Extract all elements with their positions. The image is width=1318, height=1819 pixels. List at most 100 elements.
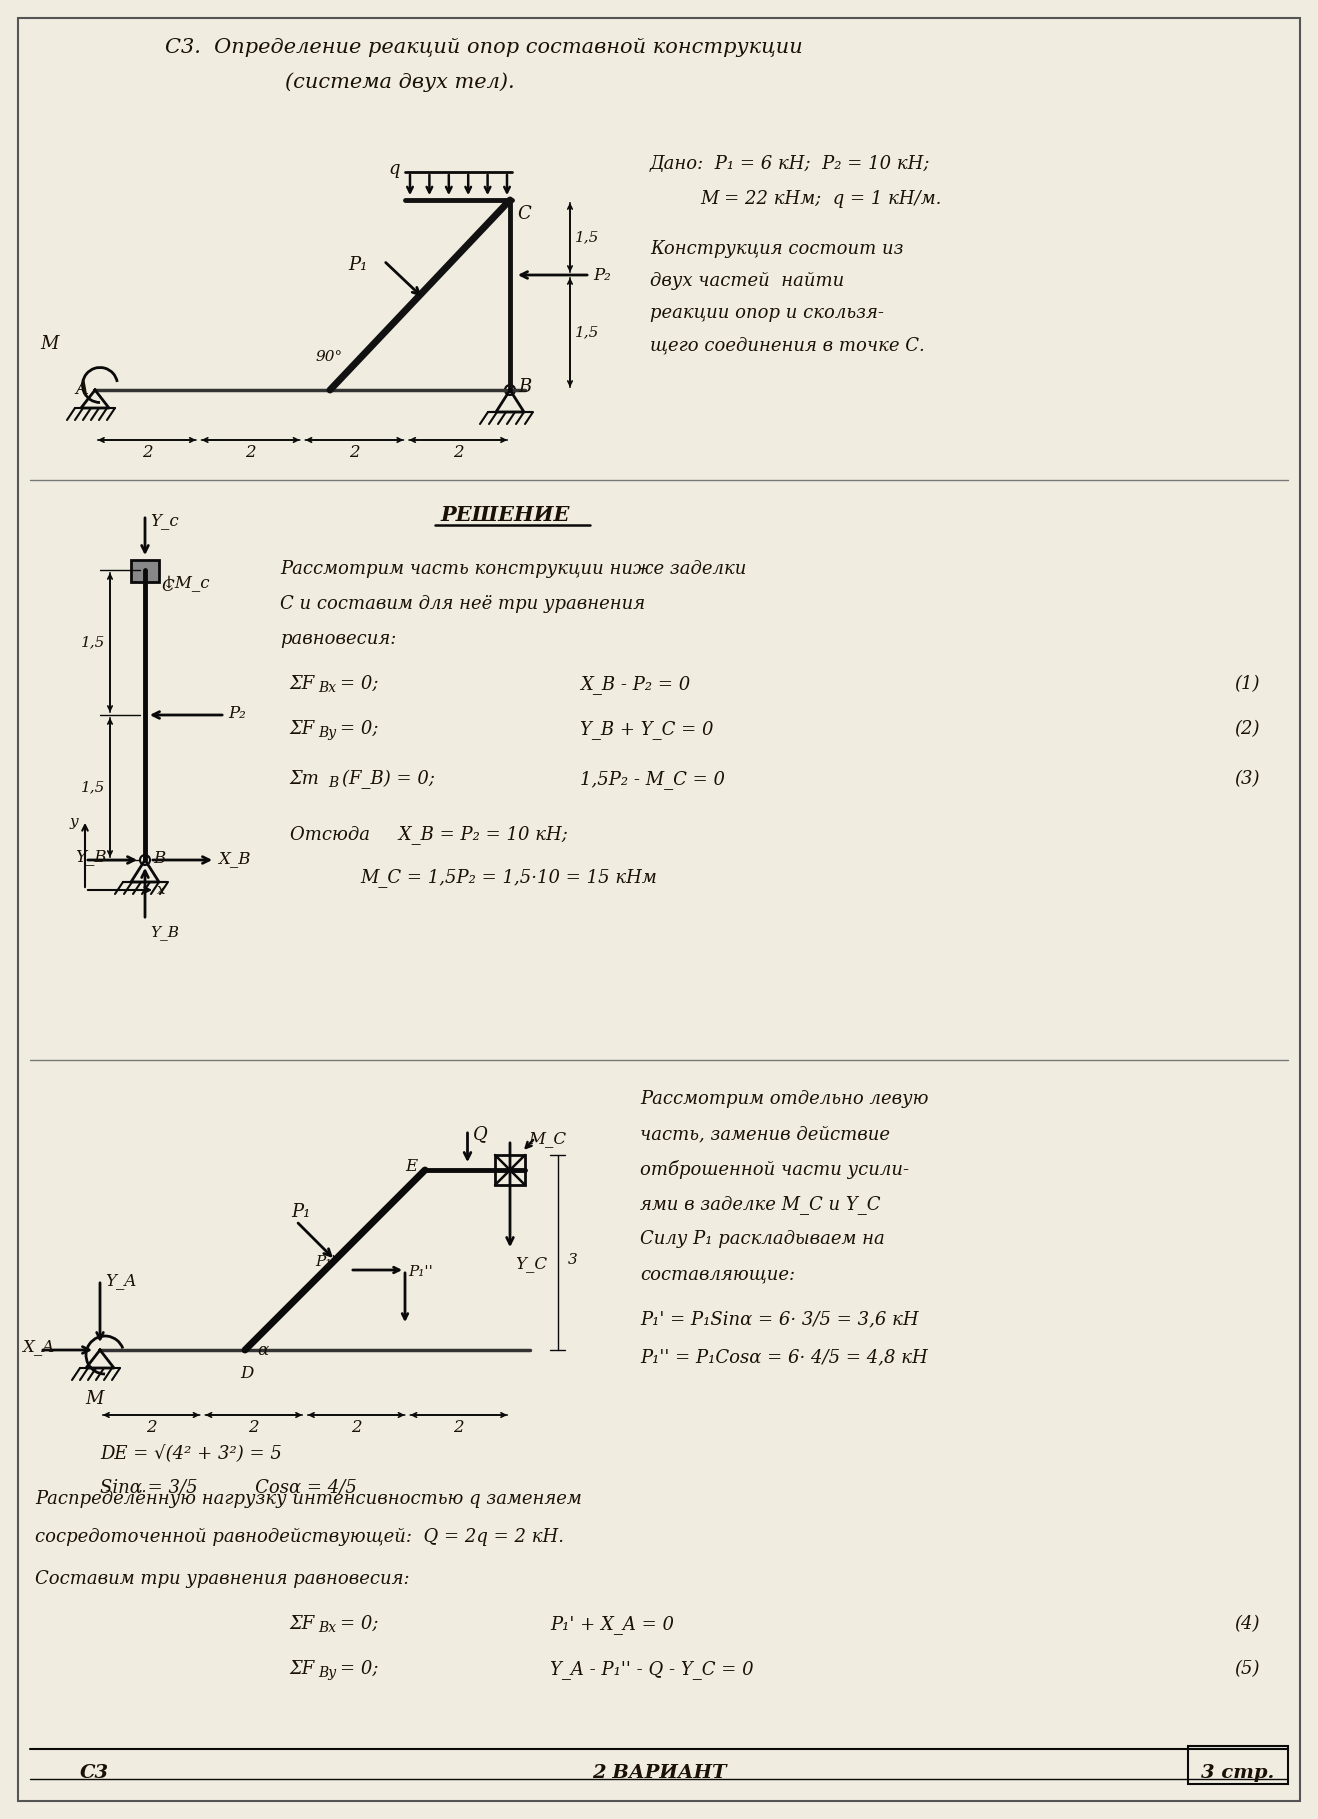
Text: Y_A - P₁'' - Q - Y_C = 0: Y_A - P₁'' - Q - Y_C = 0 xyxy=(550,1661,754,1679)
Text: 1,5: 1,5 xyxy=(575,326,600,340)
Text: P₁': P₁' xyxy=(315,1255,336,1270)
Text: двух частей  найти: двух частей найти xyxy=(650,273,845,289)
Text: (F_B) = 0;: (F_B) = 0; xyxy=(341,769,435,789)
Text: Y_A: Y_A xyxy=(105,1271,136,1290)
Text: C: C xyxy=(517,206,531,224)
Text: 3 стр.: 3 стр. xyxy=(1202,1764,1275,1783)
Text: P₂: P₂ xyxy=(593,267,610,284)
Text: ↓M_c: ↓M_c xyxy=(161,575,210,591)
Text: ΣF: ΣF xyxy=(290,1661,315,1677)
Text: 1,5P₂ - M_C = 0: 1,5P₂ - M_C = 0 xyxy=(580,769,725,789)
Text: Σm: Σm xyxy=(290,769,320,788)
Text: P₁'': P₁'' xyxy=(409,1264,432,1279)
Text: С3.  Определение реакций опор составной конструкции: С3. Определение реакций опор составной к… xyxy=(165,38,803,56)
Text: = 0;: = 0; xyxy=(340,675,378,693)
Text: B: B xyxy=(328,777,339,789)
Text: 2: 2 xyxy=(245,444,256,460)
Bar xyxy=(130,560,159,582)
Text: By: By xyxy=(318,726,336,740)
Text: Конструкция состоит из: Конструкция состоит из xyxy=(650,240,904,258)
Text: Y_B: Y_B xyxy=(75,848,107,866)
Text: M = 22 кНм;  q = 1 кН/м.: M = 22 кНм; q = 1 кН/м. xyxy=(700,189,941,207)
Text: X_A: X_A xyxy=(22,1339,54,1355)
Text: P₁: P₁ xyxy=(291,1202,311,1221)
Text: Q: Q xyxy=(472,1124,488,1142)
Text: C: C xyxy=(161,578,174,595)
Text: 2: 2 xyxy=(453,1419,464,1435)
Text: = 0;: = 0; xyxy=(340,720,378,739)
Text: 1,5: 1,5 xyxy=(80,635,105,649)
Text: y: y xyxy=(70,815,79,829)
Text: 2 ВАРИАНТ: 2 ВАРИАНТ xyxy=(592,1764,726,1783)
Text: Составим три уравнения равновесия:: Составим три уравнения равновесия: xyxy=(36,1570,410,1588)
Bar xyxy=(1188,1746,1288,1784)
Text: P₁' + X_A = 0: P₁' + X_A = 0 xyxy=(550,1615,673,1633)
Text: 3: 3 xyxy=(568,1253,577,1268)
Text: ΣF: ΣF xyxy=(290,675,315,693)
Text: 2: 2 xyxy=(146,1419,157,1435)
Text: С3: С3 xyxy=(80,1764,109,1783)
Text: сосредоточенной равнодействующей:  Q = 2q = 2 кН.: сосредоточенной равнодействующей: Q = 2q… xyxy=(36,1528,564,1546)
Text: P₁'' = P₁Cosα = 6· 4/5 = 4,8 кН: P₁'' = P₁Cosα = 6· 4/5 = 4,8 кН xyxy=(641,1348,928,1366)
Text: (5): (5) xyxy=(1235,1661,1260,1677)
Text: = 0;: = 0; xyxy=(340,1615,378,1633)
Text: X_B: X_B xyxy=(217,849,250,868)
Text: D: D xyxy=(240,1364,253,1382)
Text: щего соединения в точке С.: щего соединения в точке С. xyxy=(650,337,925,355)
Text: Силу P₁ раскладываем на: Силу P₁ раскладываем на xyxy=(641,1230,884,1248)
Text: DE = √(4² + 3²) = 5: DE = √(4² + 3²) = 5 xyxy=(100,1444,282,1462)
Text: M: M xyxy=(40,335,58,353)
Text: 1,5: 1,5 xyxy=(575,231,600,244)
Text: Рассмотрим отдельно левую: Рассмотрим отдельно левую xyxy=(641,1090,928,1108)
Text: Y_B: Y_B xyxy=(150,926,179,940)
Text: Sinα = 3/5          Cosα = 4/5: Sinα = 3/5 Cosα = 4/5 xyxy=(100,1479,357,1495)
Text: Y_c: Y_c xyxy=(150,511,179,529)
Text: равновесия:: равновесия: xyxy=(279,629,397,648)
Text: 2: 2 xyxy=(248,1419,260,1435)
Text: ями в заделке M_C и Y_C: ями в заделке M_C и Y_C xyxy=(641,1195,880,1213)
Text: Y_B + Y_C = 0: Y_B + Y_C = 0 xyxy=(580,720,713,739)
Text: реакции опор и скользя-: реакции опор и скользя- xyxy=(650,304,884,322)
Text: P₂: P₂ xyxy=(228,706,245,722)
Text: 90°: 90° xyxy=(315,349,343,364)
Text: ΣF: ΣF xyxy=(290,720,315,739)
Text: By: By xyxy=(318,1666,336,1681)
Text: 2: 2 xyxy=(141,444,152,460)
Text: B: B xyxy=(153,849,165,868)
Text: Дано:  P₁ = 6 кН;  P₂ = 10 кН;: Дано: P₁ = 6 кН; P₂ = 10 кН; xyxy=(650,155,931,173)
Text: B: B xyxy=(518,378,531,397)
Text: Y_C: Y_C xyxy=(515,1255,547,1271)
Text: M: M xyxy=(84,1390,103,1408)
Text: A: A xyxy=(75,380,88,398)
Text: РЕШЕНИЕ: РЕШЕНИЕ xyxy=(440,506,569,526)
Text: Отсюда     X_B = P₂ = 10 кН;: Отсюда X_B = P₂ = 10 кН; xyxy=(290,826,568,844)
Text: составляющие:: составляющие: xyxy=(641,1264,795,1282)
Text: (2): (2) xyxy=(1235,720,1260,739)
Text: ΣF: ΣF xyxy=(290,1615,315,1633)
Text: 2: 2 xyxy=(351,1419,361,1435)
Text: часть, заменив действие: часть, заменив действие xyxy=(641,1124,890,1142)
Text: (1): (1) xyxy=(1235,675,1260,693)
Text: P₁: P₁ xyxy=(349,256,368,273)
Bar xyxy=(496,1155,525,1184)
Text: q: q xyxy=(389,160,399,178)
Text: (4): (4) xyxy=(1235,1615,1260,1633)
Text: x: x xyxy=(157,882,166,897)
Text: (3): (3) xyxy=(1235,769,1260,788)
Text: С и составим для неё три уравнения: С и составим для неё три уравнения xyxy=(279,595,645,613)
Text: (система двух тел).: (система двух тел). xyxy=(285,73,514,91)
Text: Рассмотрим часть конструкции ниже заделки: Рассмотрим часть конструкции ниже заделк… xyxy=(279,560,746,578)
Text: E: E xyxy=(405,1159,416,1175)
Text: α: α xyxy=(257,1342,269,1359)
Text: 1,5: 1,5 xyxy=(80,780,105,795)
Text: Bx: Bx xyxy=(318,680,336,695)
Text: M_C: M_C xyxy=(529,1130,567,1148)
Text: 2: 2 xyxy=(349,444,360,460)
Text: Bx: Bx xyxy=(318,1621,336,1635)
Text: отброшенной части усили-: отброшенной части усили- xyxy=(641,1161,909,1179)
Text: M_C = 1,5P₂ = 1,5·10 = 15 кНм: M_C = 1,5P₂ = 1,5·10 = 15 кНм xyxy=(360,868,656,888)
Text: P₁' = P₁Sinα = 6· 3/5 = 3,6 кН: P₁' = P₁Sinα = 6· 3/5 = 3,6 кН xyxy=(641,1310,919,1328)
Text: Распределённую нагрузку интенсивностью q заменяем: Распределённую нагрузку интенсивностью q… xyxy=(36,1490,581,1508)
Text: X_B - P₂ = 0: X_B - P₂ = 0 xyxy=(580,675,691,695)
Text: 2: 2 xyxy=(453,444,464,460)
